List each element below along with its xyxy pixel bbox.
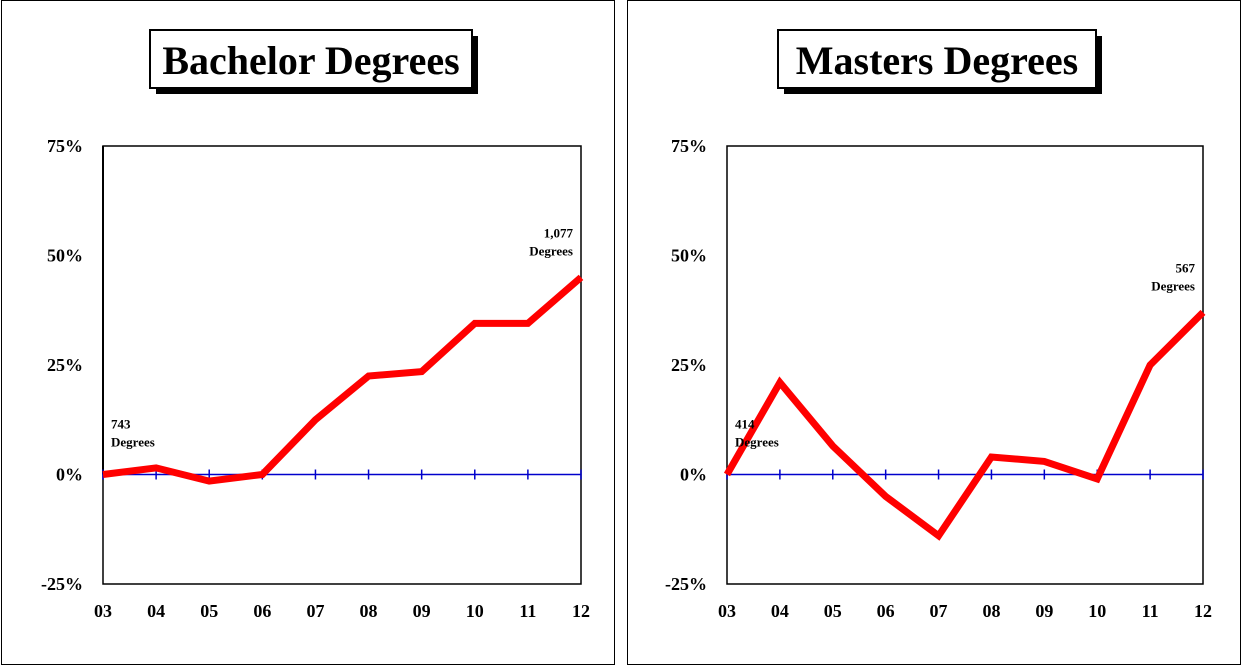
- y-tick-label: 50%: [47, 246, 83, 266]
- x-tick-label: 07: [930, 601, 948, 621]
- y-tick-label: 50%: [671, 246, 707, 266]
- annotation-value: 567: [1176, 260, 1196, 275]
- x-tick-label: 08: [982, 601, 1000, 621]
- annotation-label: Degrees: [111, 435, 155, 450]
- y-tick-label: 25%: [671, 355, 707, 375]
- y-tick-label: -25%: [665, 574, 707, 594]
- x-tick-label: 08: [360, 601, 378, 621]
- x-tick-label: 03: [718, 601, 736, 621]
- bachelor-chart-panel: Bachelor Degrees 75% 50% 25% 0% -25% 03 04 05 06 0…: [1, 0, 615, 665]
- annotation-value: 743: [111, 417, 131, 432]
- annotation-label: Degrees: [1151, 278, 1195, 293]
- y-tick-label: 75%: [671, 136, 707, 156]
- y-tick-label: 0%: [56, 465, 83, 485]
- x-tick-label: 11: [519, 601, 536, 621]
- x-tick-label: 12: [572, 601, 590, 621]
- annotation-label: Degrees: [529, 243, 573, 258]
- x-tick-label: 11: [1142, 601, 1159, 621]
- x-tick-label: 10: [466, 601, 484, 621]
- x-tick-label: 05: [824, 601, 842, 621]
- x-tick-label: 06: [877, 601, 895, 621]
- series-line: [102, 274, 584, 485]
- masters-chart-panel: Masters Degrees 75% 50% 25% 0% -25% 03 04 05 06 07…: [627, 0, 1241, 665]
- x-tick-label: 06: [253, 601, 271, 621]
- y-tick-label: 25%: [47, 355, 83, 375]
- title-box: [777, 29, 1097, 89]
- annotation-value: 414: [735, 417, 755, 432]
- x-tick-label: 04: [771, 601, 789, 621]
- x-tick-label: 09: [1035, 601, 1053, 621]
- x-tick-label: 03: [94, 601, 112, 621]
- plot-frame: [726, 145, 1204, 585]
- x-tick-label: 07: [306, 601, 324, 621]
- chart-title: Masters Degrees: [796, 38, 1078, 83]
- y-tick-label: 0%: [680, 465, 707, 485]
- annotation-value: 1,077: [544, 225, 574, 240]
- y-tick-label: -25%: [41, 574, 83, 594]
- x-tick-label: 12: [1194, 601, 1212, 621]
- x-tick-label: 10: [1088, 601, 1106, 621]
- chart-title: Bachelor Degrees: [162, 38, 459, 83]
- title-box: [149, 29, 473, 89]
- masters-chart: Masters Degrees 75% 50% 25% 0% -25% 03 04 05 06 07…: [665, 29, 1212, 621]
- x-tick-label: 09: [413, 601, 431, 621]
- bachelor-chart: Bachelor Degrees 75% 50% 25% 0% -25% 03 04 05 06 0…: [41, 29, 590, 621]
- plot-frame: [102, 145, 582, 585]
- x-tick-label: 04: [147, 601, 165, 621]
- x-tick-label: 05: [200, 601, 218, 621]
- y-tick-label: 75%: [47, 136, 83, 156]
- series-line: [723, 309, 1206, 541]
- annotation-label: Degrees: [735, 435, 779, 450]
